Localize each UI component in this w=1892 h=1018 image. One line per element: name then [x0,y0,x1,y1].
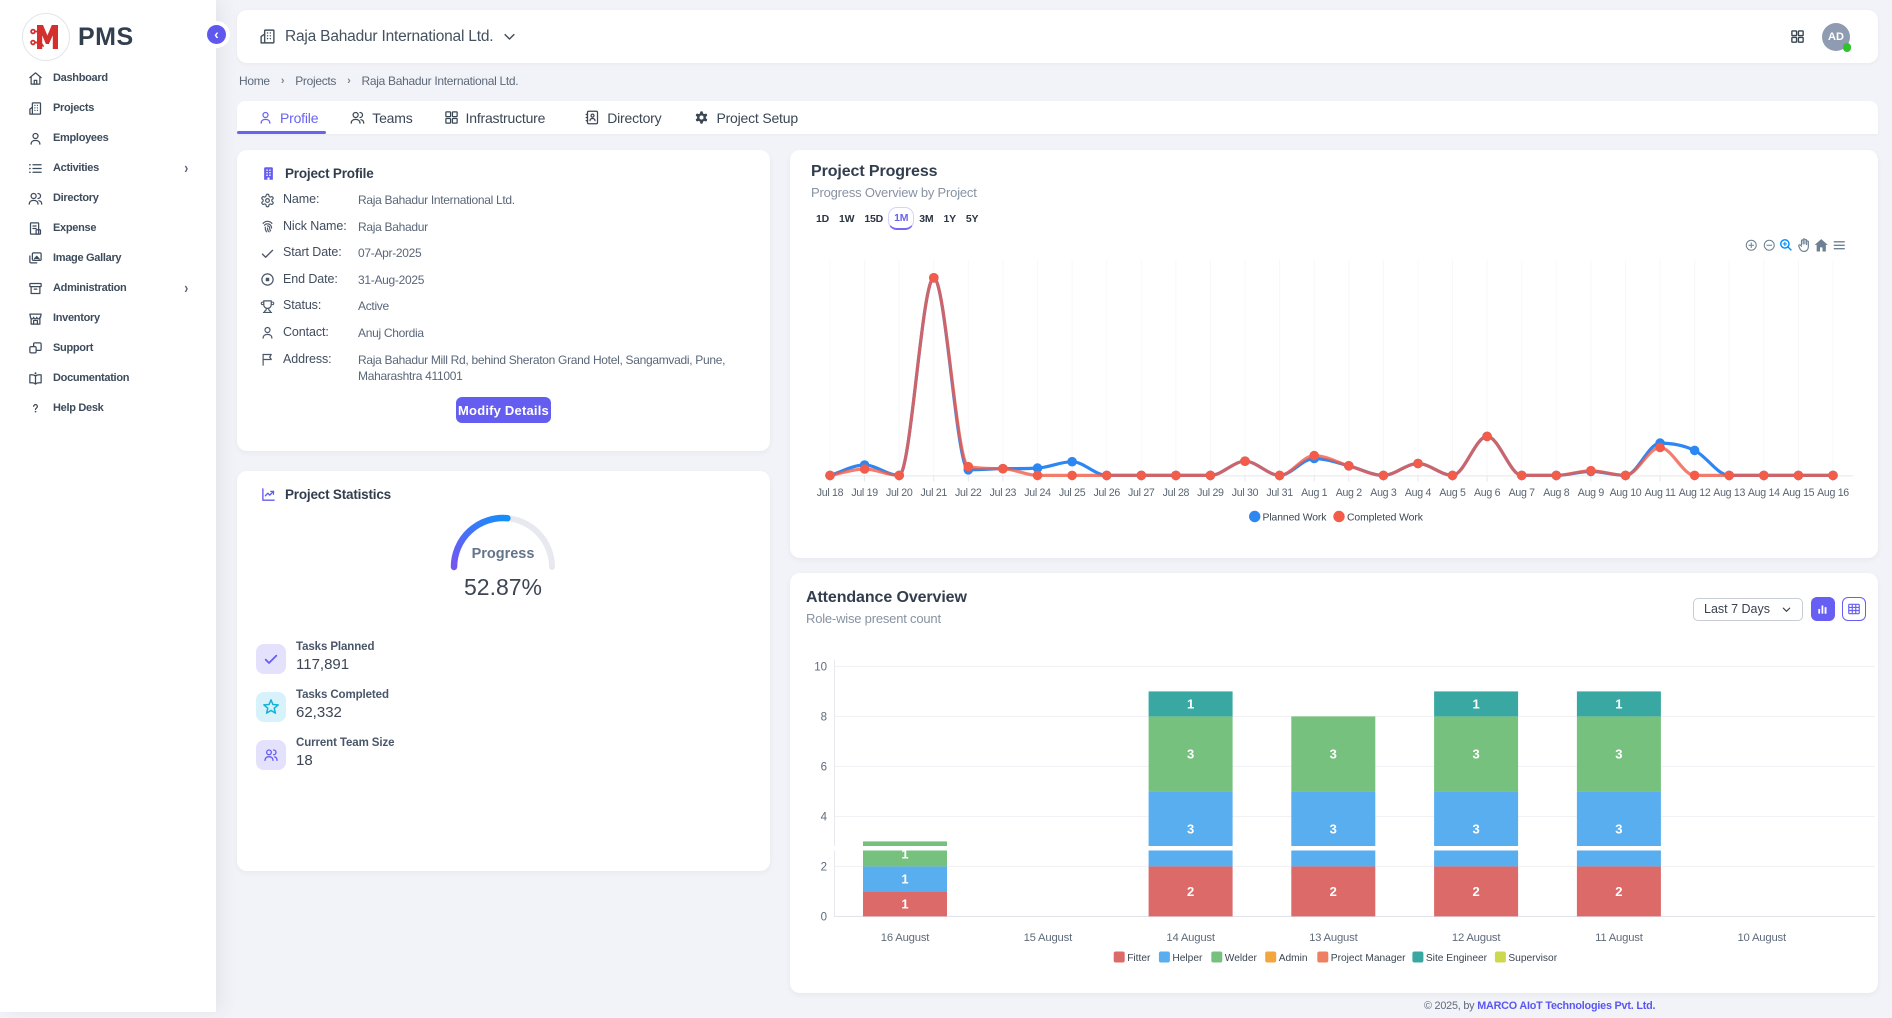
svg-text:Jul 20: Jul 20 [886,487,913,499]
svg-text:4: 4 [821,811,828,823]
svg-text:Jul 21: Jul 21 [921,487,948,499]
svg-text:Jul 31: Jul 31 [1266,487,1293,499]
svg-text:Aug 5: Aug 5 [1439,487,1466,499]
svg-text:6: 6 [821,761,827,773]
svg-text:3: 3 [1615,821,1622,836]
svg-text:Aug 3: Aug 3 [1370,487,1397,499]
svg-text:3: 3 [1187,746,1194,761]
svg-text:15 August: 15 August [1024,932,1074,944]
svg-text:1: 1 [1615,696,1622,711]
svg-text:Aug 8: Aug 8 [1543,487,1570,499]
svg-text:Admin: Admin [1279,953,1308,964]
svg-text:2: 2 [1187,884,1194,899]
svg-text:3: 3 [1330,821,1337,836]
svg-text:0: 0 [821,911,827,923]
svg-text:1: 1 [1187,696,1194,711]
svg-text:3: 3 [1472,821,1479,836]
svg-text:2: 2 [821,861,827,873]
svg-text:Aug 11: Aug 11 [1645,487,1676,499]
svg-text:Jul 26: Jul 26 [1093,487,1120,499]
svg-text:Jul 25: Jul 25 [1059,487,1086,499]
svg-text:Aug 14: Aug 14 [1748,487,1780,499]
svg-text:Completed Work: Completed Work [1347,513,1424,524]
svg-text:13 August: 13 August [1309,932,1359,944]
svg-text:Jul 24: Jul 24 [1024,487,1051,499]
svg-text:Progress: Progress [472,546,535,562]
svg-text:Aug 10: Aug 10 [1610,487,1642,499]
svg-text:12 August: 12 August [1452,932,1502,944]
svg-text:3: 3 [1187,821,1194,836]
svg-text:Site Engineer: Site Engineer [1426,953,1488,964]
svg-text:52.87%: 52.87% [464,574,542,600]
svg-text:Aug 12: Aug 12 [1679,487,1711,499]
svg-text:Jul 23: Jul 23 [990,487,1017,499]
svg-text:Aug 13: Aug 13 [1713,487,1745,499]
svg-text:Aug 6: Aug 6 [1474,487,1501,499]
svg-text:Jul 19: Jul 19 [851,487,878,499]
svg-text:Welder: Welder [1225,953,1258,964]
svg-text:1: 1 [901,846,908,861]
svg-text:2: 2 [1472,884,1479,899]
svg-text:Fitter: Fitter [1127,953,1151,964]
svg-text:1: 1 [901,871,908,886]
svg-text:Jul 30: Jul 30 [1232,487,1259,499]
svg-text:Aug 9: Aug 9 [1578,487,1605,499]
svg-text:Aug 2: Aug 2 [1336,487,1363,499]
svg-text:Jul 28: Jul 28 [1163,487,1190,499]
svg-text:3: 3 [1615,746,1622,761]
svg-text:Aug 1: Aug 1 [1301,487,1328,499]
svg-text:Planned Work: Planned Work [1263,513,1328,524]
svg-text:Aug 7: Aug 7 [1509,487,1536,499]
svg-text:1: 1 [901,896,908,911]
svg-text:3: 3 [1472,746,1479,761]
svg-text:16 August: 16 August [881,932,931,944]
svg-text:10: 10 [814,661,827,673]
svg-text:3: 3 [1330,746,1337,761]
svg-text:Helper: Helper [1172,953,1203,964]
svg-text:Aug 4: Aug 4 [1405,487,1432,499]
svg-text:2: 2 [1615,884,1622,899]
svg-text:Aug 15: Aug 15 [1783,487,1815,499]
svg-text:Jul 22: Jul 22 [955,487,982,499]
svg-text:Jul 18: Jul 18 [817,487,844,499]
svg-text:Supervisor: Supervisor [1508,953,1557,964]
svg-text:14 August: 14 August [1166,932,1216,944]
svg-text:10 August: 10 August [1737,932,1787,944]
svg-text:1: 1 [1472,696,1479,711]
svg-text:11 August: 11 August [1595,932,1644,944]
svg-text:Aug 16: Aug 16 [1817,487,1849,499]
svg-text:Project Manager: Project Manager [1331,953,1406,964]
svg-text:8: 8 [821,711,827,723]
svg-text:Jul 27: Jul 27 [1128,487,1155,499]
svg-text:Jul 29: Jul 29 [1197,487,1224,499]
svg-text:2: 2 [1330,884,1337,899]
